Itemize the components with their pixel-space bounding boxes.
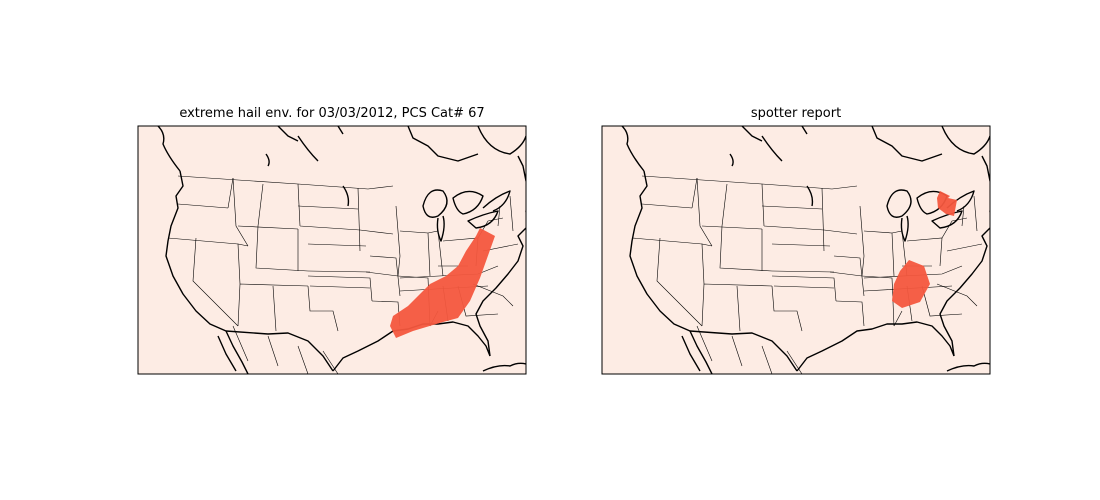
left-map-panel <box>137 125 527 375</box>
right-map-frame <box>601 125 991 375</box>
left-hail-region <box>390 228 495 338</box>
right-map-title: spotter report <box>750 106 842 121</box>
right-map-panel <box>601 125 991 375</box>
right-basemap <box>602 126 990 374</box>
left-map-frame <box>137 125 527 375</box>
right-report-region-southeast <box>892 260 930 308</box>
right-report-region-northeast <box>937 191 957 216</box>
left-map-title: extreme hail env. for 03/03/2012, PCS Ca… <box>179 106 485 121</box>
